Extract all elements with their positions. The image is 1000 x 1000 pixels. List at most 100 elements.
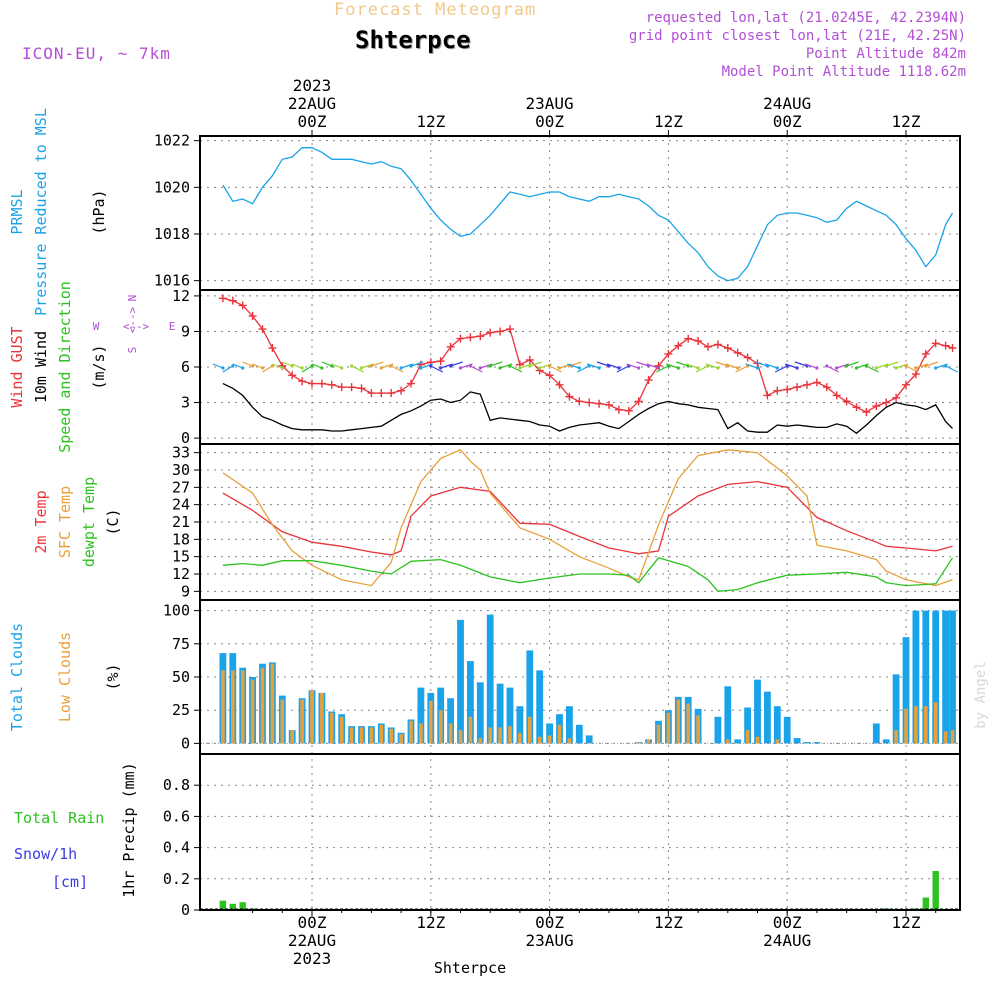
wind-arrow: [529, 361, 542, 367]
y-tick-label: 33: [172, 444, 190, 462]
gust-marker: [585, 398, 594, 407]
bar-low-clouds: [260, 667, 265, 744]
gust-marker: [238, 301, 247, 310]
wind-arrow-head: [775, 366, 779, 370]
gust-marker: [743, 353, 752, 362]
gust-marker: [862, 408, 871, 417]
y-tick-label: 0: [181, 901, 190, 919]
gust-marker: [228, 296, 237, 305]
gust-marker: [803, 380, 811, 389]
wind-arrow: [685, 363, 699, 369]
gust-marker: [367, 389, 376, 398]
bar-low-clouds: [518, 732, 522, 744]
wind-arrow: [301, 365, 313, 373]
wind-arrow: [925, 361, 938, 367]
temp-label-dewpt: dewpt Temp: [80, 477, 98, 567]
time-label-top: 00Z: [298, 112, 327, 131]
bar-low-clouds: [646, 739, 651, 744]
panel-frame: [199, 753, 961, 911]
y-tick-label: 24: [172, 496, 190, 514]
credit-watermark: by Angel: [973, 661, 989, 728]
bar-total-clouds: [566, 706, 573, 744]
gust-marker: [931, 339, 940, 348]
wind-arrow-head: [379, 366, 383, 370]
bar-total-clouds: [942, 610, 949, 744]
wind-arrow: [804, 363, 818, 369]
gust-marker: [773, 386, 782, 395]
y-tick-label: 50: [172, 668, 190, 686]
bar-total-clouds: [892, 674, 900, 744]
wind-arrow: [509, 365, 523, 373]
panel-4: 0 0.2 0.4 0.6 0.8: [163, 753, 961, 919]
gust-marker: [605, 400, 613, 409]
gust-marker: [476, 332, 485, 341]
bar-total-clouds: [526, 650, 534, 744]
panel-3: 0 25 50 75 100: [163, 599, 961, 755]
gust-marker: [377, 389, 386, 398]
gust-marker: [723, 344, 732, 353]
gust-marker: [308, 379, 316, 388]
gust-marker: [327, 380, 336, 389]
bar-low-clouds: [498, 727, 502, 744]
wind-arrow: [470, 365, 483, 373]
gust-marker: [713, 340, 722, 349]
y-tick-label: 21: [172, 513, 190, 531]
precip-label-total-rain: Total Rain: [14, 809, 104, 827]
wind-arrow: [321, 361, 333, 367]
wind-arrow: [222, 365, 234, 373]
y-tick-label: 15: [172, 548, 190, 566]
bar-total-clouds: [585, 735, 593, 744]
wind-arrow: [232, 363, 243, 369]
wind-arrow-head: [251, 364, 255, 368]
bar-low-clouds: [438, 710, 443, 744]
gust-marker: [852, 403, 861, 412]
gust-marker: [218, 294, 227, 303]
wind-arrow-head: [330, 364, 334, 368]
gust-marker: [793, 383, 802, 392]
wind-arrow-head: [350, 364, 354, 368]
wind-arrow: [262, 365, 273, 373]
y-tick-label: 9: [181, 582, 190, 600]
wind-arrow: [646, 363, 659, 369]
time-label-bottom: 12Z: [892, 913, 921, 932]
bar-low-clouds: [310, 690, 314, 744]
gust-marker: [832, 391, 841, 400]
wind-arrow-head: [914, 366, 918, 370]
bar-total-clouds: [773, 706, 781, 744]
gust-marker: [407, 379, 415, 388]
wind-arrow: [567, 363, 580, 369]
gust-marker: [733, 348, 742, 357]
wind-arrow: [735, 365, 748, 373]
footer-location: Shterpce: [434, 959, 506, 977]
gust-marker: [545, 371, 554, 380]
bar-low-clouds: [448, 723, 453, 744]
bar-total-clouds: [506, 687, 514, 744]
wind-arrow-head: [231, 364, 235, 368]
gust-marker: [634, 397, 643, 406]
bar-low-clouds: [300, 699, 304, 744]
gust-marker: [674, 341, 683, 350]
wind-rose-n: N: [126, 295, 139, 302]
time-label-bottom: 00Z: [298, 913, 327, 932]
wind-arrow: [490, 361, 503, 367]
bar-rain: [239, 902, 246, 910]
wind-arrow-head: [320, 366, 324, 370]
bar-total-clouds: [872, 723, 880, 744]
bar-total-clouds: [922, 610, 930, 744]
series-line-dewpt-temp: [222, 557, 954, 592]
wind-arrow-head: [736, 366, 740, 370]
gust-marker: [575, 397, 584, 406]
bar-low-clouds: [547, 735, 552, 744]
series-line-10m-wind: [222, 383, 953, 435]
wind-label-10m: 10m Wind: [32, 331, 50, 403]
gust-marker: [872, 402, 881, 411]
gust-marker: [387, 389, 396, 398]
pressure-label-prmsl: PRMSL: [8, 189, 26, 234]
bar-low-clouds: [389, 728, 393, 744]
y-tick-label: 25: [172, 701, 190, 719]
bar-total-clouds: [447, 698, 454, 744]
wind-arrow: [666, 363, 679, 369]
wind-arrow-head: [340, 366, 344, 370]
wind-arrow-head: [290, 364, 294, 368]
bar-low-clouds: [557, 724, 562, 744]
